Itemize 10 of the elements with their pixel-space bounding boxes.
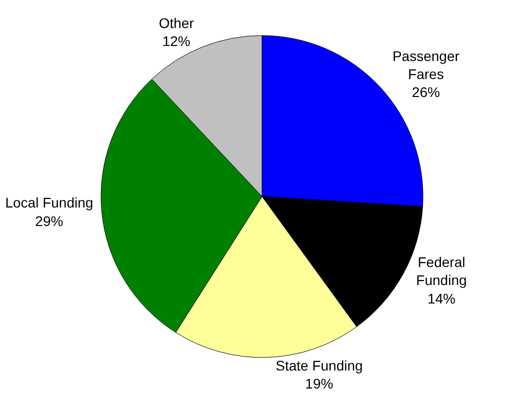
slice-label: Other <box>158 14 194 31</box>
slice-label: Local Funding <box>5 194 94 211</box>
slice-label: State Funding <box>276 357 363 374</box>
data-label: 12% <box>162 33 190 50</box>
data-label: 26% <box>412 84 440 100</box>
data-label: 19% <box>305 376 334 392</box>
data-label: 29% <box>35 212 64 229</box>
data-label: 14% <box>427 290 456 306</box>
slice-label: Passenger Fares <box>392 48 460 82</box>
slice-label: Federal Funding <box>416 254 467 288</box>
